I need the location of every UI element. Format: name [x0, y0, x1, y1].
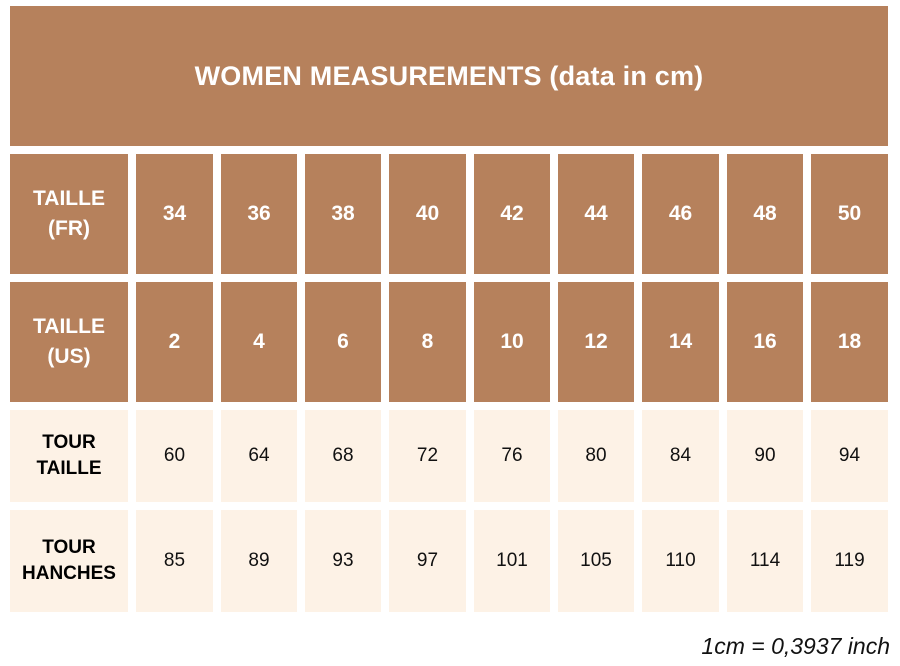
- table-cell: 84: [642, 410, 719, 502]
- row-label-line: TOUR: [42, 537, 96, 558]
- table-cell: 68: [305, 410, 381, 502]
- table-cell: 72: [389, 410, 466, 502]
- row-label: TOUR HANCHES: [10, 510, 128, 612]
- table-cell: 46: [642, 154, 719, 274]
- table-cell: 97: [389, 510, 466, 612]
- table-cell: 34: [136, 154, 213, 274]
- table-cell: 114: [727, 510, 803, 612]
- table-cell: 40: [389, 154, 466, 274]
- table-title: WOMEN MEASUREMENTS (data in cm): [10, 6, 888, 146]
- row-label-line: TAILLE: [36, 458, 102, 479]
- table-cell: 48: [727, 154, 803, 274]
- table-cell: 16: [727, 282, 803, 402]
- table-cell: 80: [558, 410, 634, 502]
- table-cell: 105: [558, 510, 634, 612]
- row-label-line: HANCHES: [22, 563, 116, 584]
- table-cell: 18: [811, 282, 888, 402]
- table-cell: 6: [305, 282, 381, 402]
- table-cell: 89: [221, 510, 297, 612]
- table-cell: 110: [642, 510, 719, 612]
- table-cell: 60: [136, 410, 213, 502]
- table-cell: 2: [136, 282, 213, 402]
- conversion-note: 1cm = 0,3937 inch: [701, 633, 890, 659]
- table-cell: 101: [474, 510, 550, 612]
- table-cell: 8: [389, 282, 466, 402]
- table-cell: 42: [474, 154, 550, 274]
- table-cell: 44: [558, 154, 634, 274]
- table-cell: 36: [221, 154, 297, 274]
- row-label: TAILLE (US): [10, 282, 128, 402]
- table-cell: 14: [642, 282, 719, 402]
- table-cell: 93: [305, 510, 381, 612]
- row-label-line: (US): [47, 345, 91, 368]
- table-cell: 94: [811, 410, 888, 502]
- row-label-line: TOUR: [42, 432, 96, 453]
- row-label: TAILLE (FR): [10, 154, 128, 274]
- row-label-line: TAILLE: [33, 187, 105, 210]
- row-label: TOUR TAILLE: [10, 410, 128, 502]
- table-cell: 38: [305, 154, 381, 274]
- table-cell: 119: [811, 510, 888, 612]
- table-cell: 85: [136, 510, 213, 612]
- row-label-line: (FR): [48, 217, 90, 240]
- table-cell: 12: [558, 282, 634, 402]
- row-label-line: TAILLE: [33, 315, 105, 338]
- table-cell: 64: [221, 410, 297, 502]
- table-cell: 4: [221, 282, 297, 402]
- table-cell: 90: [727, 410, 803, 502]
- table-cell: 50: [811, 154, 888, 274]
- table-cell: 76: [474, 410, 550, 502]
- table-cell: 10: [474, 282, 550, 402]
